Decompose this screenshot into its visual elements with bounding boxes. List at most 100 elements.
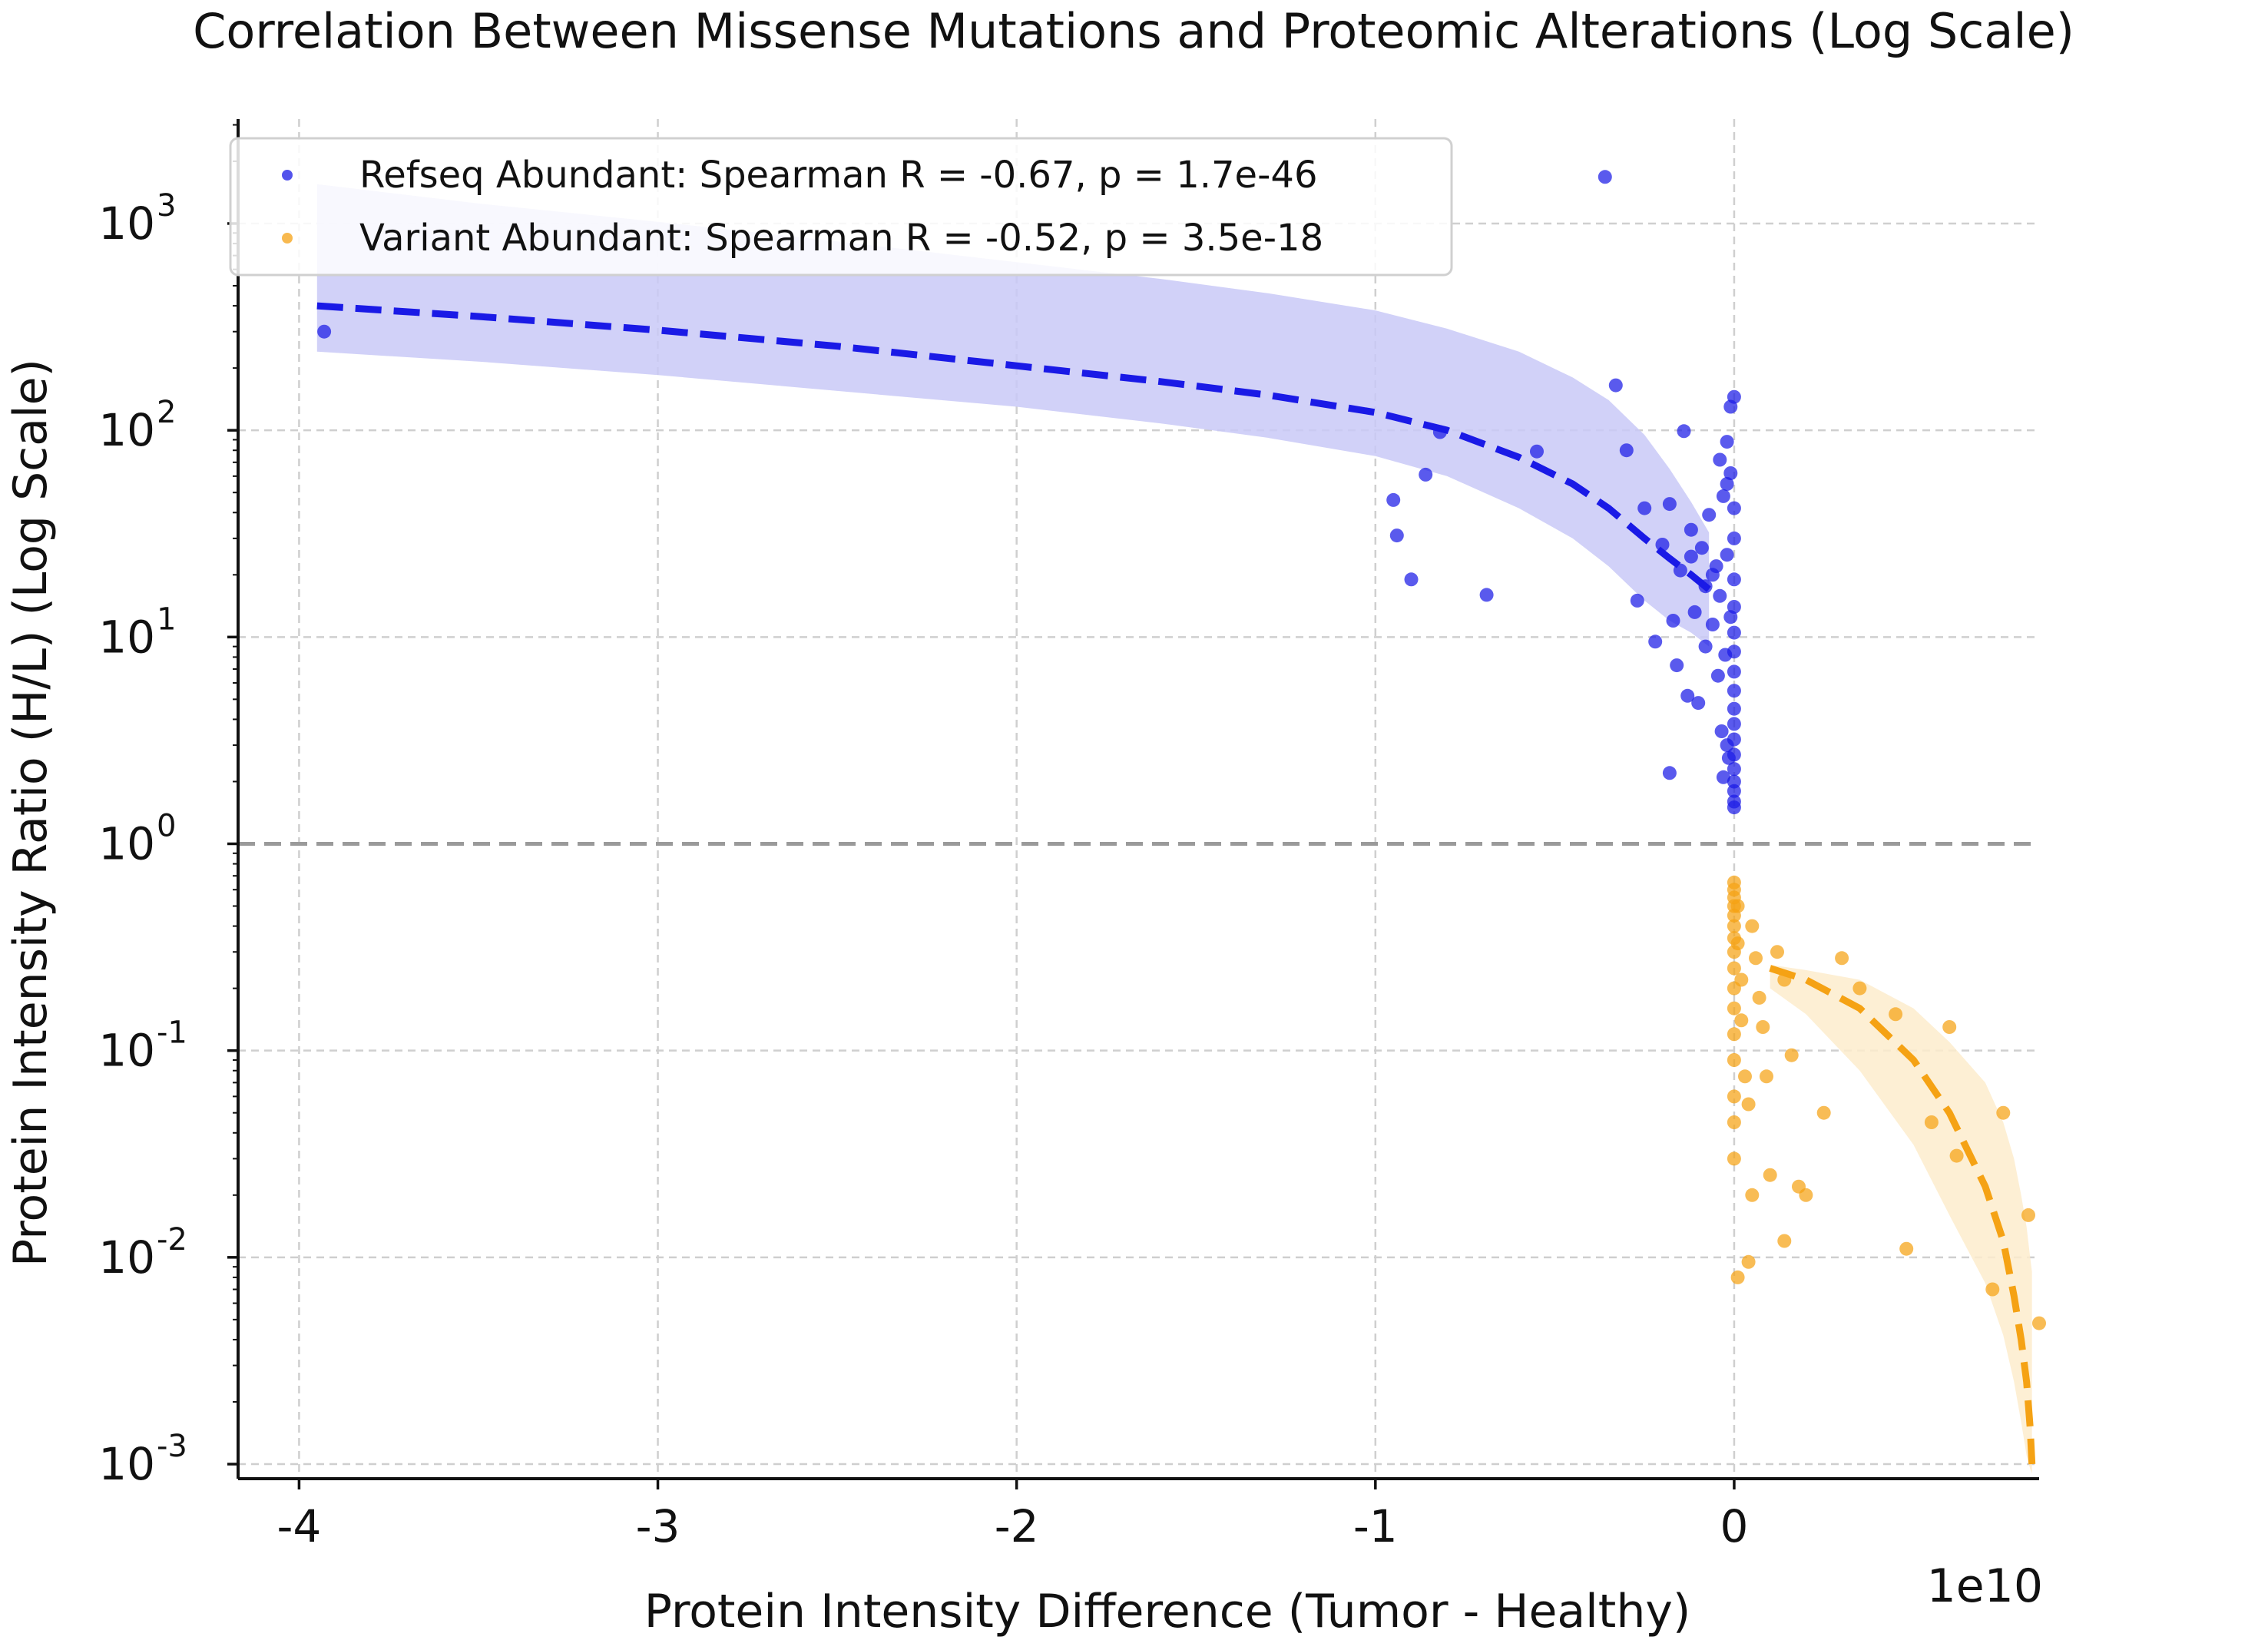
data-point-variant-abundant [1734,1013,1749,1028]
data-point-refseq-abundant [1727,664,1741,679]
x-axis-label: Protein Intensity Difference (Tumor - He… [644,1585,1691,1638]
data-point-variant-abundant [1777,1234,1792,1248]
data-point-variant-abundant [1996,1105,2011,1120]
data-point-refseq-abundant [1723,610,1738,625]
x-tick-label: -2 [995,1500,1039,1552]
data-point-refseq-abundant [1598,170,1612,184]
data-point-variant-abundant [1730,1270,1745,1284]
data-point-refseq-abundant [1705,618,1720,631]
y-tick-exponent: 0 [157,808,176,843]
data-point-refseq-abundant [1727,531,1741,545]
data-point-refseq-abundant [1727,501,1741,515]
legend-marker-variant [282,233,293,244]
data-point-refseq-abundant [1714,724,1729,738]
data-point-refseq-abundant [1716,770,1730,784]
data-point-refseq-abundant [1637,501,1652,515]
data-point-refseq-abundant [1687,605,1702,619]
data-point-variant-abundant [1727,961,1741,976]
y-tick-label: 10 -2 [98,1222,187,1284]
data-point-refseq-abundant [1727,684,1741,698]
data-point-refseq-abundant [1727,784,1741,798]
data-point-variant-abundant [2021,1208,2035,1222]
axis-layer [227,119,2039,1489]
legend: Refseq Abundant: Spearman R = -0.67, p =… [229,137,1453,277]
data-point-refseq-abundant [1662,766,1677,780]
data-point-refseq-abundant [1666,614,1680,628]
data-point-variant-abundant [1942,1020,1957,1034]
y-tick-label: 10 3 [98,188,176,250]
data-point-variant-abundant [1730,936,1745,951]
data-point-refseq-abundant [1727,762,1741,777]
data-point-refseq-abundant [1705,568,1720,582]
data-point-variant-abundant [1889,1007,1903,1022]
y-tick-base: 10 [98,1025,155,1077]
confidence-band-refseq-abundant [316,184,1710,647]
data-point-refseq-abundant [1530,444,1544,459]
data-point-variant-abundant [1835,951,1849,966]
y-tick-label: 10 0 [98,808,176,870]
data-point-variant-abundant [1899,1241,1914,1256]
data-point-refseq-abundant [1677,424,1691,439]
data-point-variant-abundant [1924,1115,1939,1129]
data-point-variant-abundant [1749,951,1763,966]
data-point-refseq-abundant [1727,747,1741,762]
data-point-refseq-abundant [1716,489,1730,503]
data-point-variant-abundant [1752,990,1766,1005]
legend-marker-refseq [282,170,293,181]
data-point-refseq-abundant [1727,644,1741,659]
data-point-variant-abundant [1727,1115,1741,1129]
y-tick-exponent: -1 [157,1016,187,1051]
data-point-variant-abundant [1727,1027,1741,1042]
data-point-variant-abundant [1745,919,1760,933]
x-axis-offset-text: 1e10 [1927,1559,2043,1613]
data-point-variant-abundant [1756,1020,1770,1034]
data-point-refseq-abundant [1727,701,1741,716]
data-point-variant-abundant [1727,919,1741,933]
fit-line-variant-abundant [1769,965,2036,1465]
y-tick-base: 10 [98,404,155,456]
data-point-refseq-abundant [1727,774,1741,789]
data-point-variant-abundant [1741,1254,1756,1269]
fit-line-layer [316,302,2036,1465]
data-point-refseq-abundant [1680,688,1695,703]
y-axis-label: Protein Intensity Ratio (H/L) (Log Scale… [4,359,58,1267]
data-point-refseq-abundant [1727,572,1741,587]
chart-title: Correlation Between Missense Mutations a… [193,3,2074,59]
data-point-variant-abundant [1949,1148,1964,1163]
data-point-refseq-abundant [1727,800,1741,815]
data-point-variant-abundant [1985,1282,2000,1297]
y-tick-exponent: -3 [157,1429,187,1464]
data-point-refseq-abundant [1694,541,1709,555]
y-tick-label: 10 -3 [98,1429,187,1490]
y-tick-label: 10 -1 [98,1016,187,1077]
data-point-refseq-abundant [1684,549,1698,564]
data-point-refseq-abundant [317,324,332,339]
data-point-refseq-abundant [1386,492,1401,507]
data-point-refseq-abundant [1702,508,1717,522]
fit-line-refseq-abundant [316,302,1712,592]
data-point-layer [317,170,2046,1330]
x-tick-label: -3 [636,1500,680,1552]
data-point-variant-abundant [1727,1151,1741,1166]
data-point-variant-abundant [1730,899,1745,913]
x-tick-label: -1 [1353,1500,1398,1552]
legend-label-variant: Variant Abundant: Spearman R = -0.52, p … [359,217,1323,260]
y-tick-exponent: 1 [157,601,176,637]
data-point-refseq-abundant [1727,625,1741,640]
data-point-refseq-abundant [1720,738,1734,753]
data-point-refseq-abundant [1648,634,1663,649]
data-point-refseq-abundant [1389,528,1404,543]
data-point-refseq-abundant [1713,588,1727,603]
data-point-refseq-abundant [1419,467,1433,482]
data-point-refseq-abundant [1684,522,1698,537]
y-tick-label: 10 1 [98,601,176,663]
y-tick-base: 10 [98,1231,155,1284]
legend-frame [229,137,1453,277]
data-point-variant-abundant [1734,972,1749,987]
y-tick-base: 10 [98,817,155,870]
data-point-variant-abundant [1741,1097,1756,1112]
data-point-refseq-abundant [1404,572,1419,587]
